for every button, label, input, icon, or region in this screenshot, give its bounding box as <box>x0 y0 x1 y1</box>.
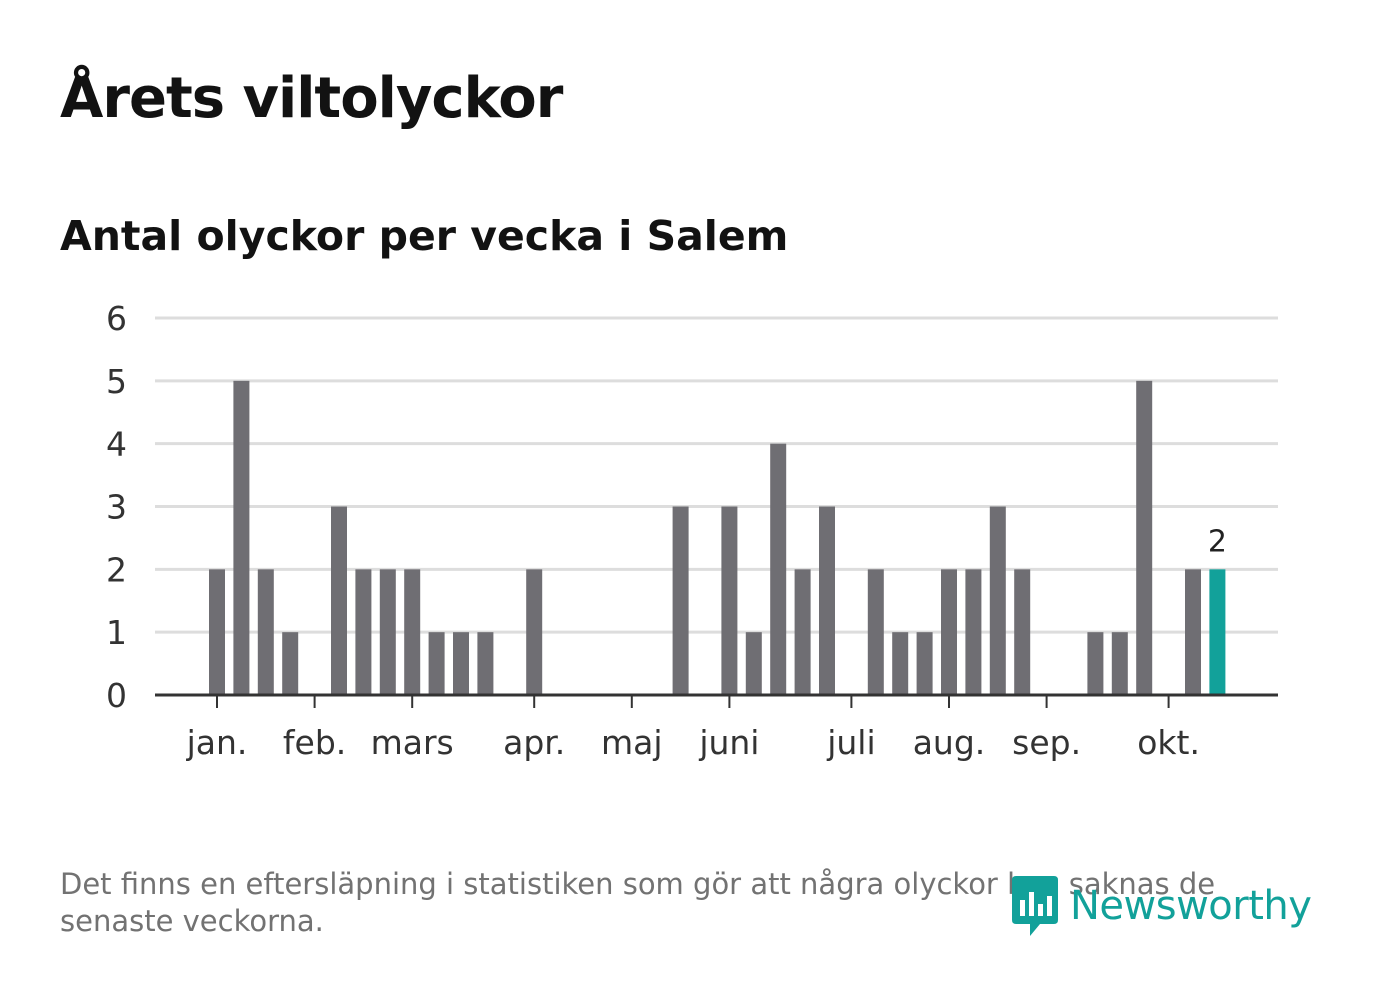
bar <box>745 632 762 695</box>
bar-highlight <box>1209 569 1226 695</box>
bar <box>1111 632 1128 695</box>
bar <box>794 569 811 695</box>
bar <box>526 569 543 695</box>
bar <box>1136 380 1153 695</box>
bar <box>257 569 274 695</box>
chart-subtitle: Antal olyckor per vecka i Salem <box>60 212 789 260</box>
bar <box>989 506 1006 695</box>
x-tick-label: mars <box>371 723 454 762</box>
bar <box>355 569 372 695</box>
y-tick-label: 5 <box>106 362 127 401</box>
bar <box>453 632 469 695</box>
x-tick-label: juli <box>826 723 875 762</box>
bar <box>916 632 933 695</box>
bar <box>672 506 689 695</box>
bar <box>477 632 494 695</box>
bar <box>867 569 884 695</box>
bar <box>892 632 909 695</box>
bar <box>819 506 835 695</box>
y-tick-label: 3 <box>106 488 127 527</box>
bar <box>379 569 396 695</box>
x-tick-label: maj <box>601 723 663 762</box>
bar <box>770 443 787 695</box>
chart-title: Årets viltolyckor <box>60 66 563 131</box>
bar <box>282 632 299 695</box>
x-tick-label: juni <box>698 723 759 762</box>
bar <box>721 506 738 695</box>
bar <box>1014 569 1031 695</box>
brand-logo: Newsworthy <box>1008 874 1312 938</box>
bar <box>1087 632 1104 695</box>
bar-chart: 0 1 2 3 4 5 6 2 jan. feb. mars apr. maj juni juli aug. s… <box>106 299 1278 762</box>
x-tick-label: jan. <box>186 723 248 762</box>
x-tick-label: okt. <box>1137 723 1200 762</box>
y-tick-label: 2 <box>106 550 127 589</box>
y-tick-label: 4 <box>106 425 127 464</box>
bar <box>331 506 347 695</box>
bar <box>1185 569 1201 695</box>
brand-name: Newsworthy <box>1070 883 1312 929</box>
x-tick-label: apr. <box>503 723 565 762</box>
newsworthy-logo-icon <box>1012 876 1058 936</box>
bar <box>428 632 445 695</box>
x-tick-label: feb. <box>283 723 346 762</box>
x-tick-label: sep. <box>1012 723 1081 762</box>
y-tick-label: 0 <box>106 676 127 715</box>
x-tick-label: aug. <box>913 723 986 762</box>
bar <box>209 569 225 695</box>
bar <box>941 569 957 695</box>
y-tick-label: 6 <box>106 299 127 338</box>
bar <box>233 380 250 695</box>
bar <box>965 569 982 695</box>
data-label: 2 <box>1208 524 1227 559</box>
bar <box>404 569 421 695</box>
y-tick-label: 1 <box>106 613 127 652</box>
